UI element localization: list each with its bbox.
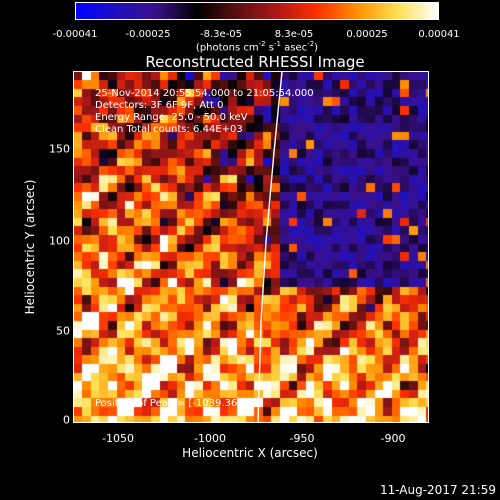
x-tick-label: -1000 (194, 432, 226, 445)
colorbar-tick: 0.00025 (346, 29, 388, 40)
colorbar-tick: 0.00041 (418, 29, 460, 40)
y-axis-label: Heliocentric Y (arcsec) (23, 179, 37, 315)
y-tick-label: 0 (63, 413, 70, 427)
x-tick-label: -900 (380, 432, 406, 445)
limb-line (257, 72, 283, 422)
y-tick-label: 150 (49, 142, 70, 156)
info-time-range: 25-Nov-2014 20:55:54.000 to 21:05:54.000 (95, 88, 314, 99)
image-title: Reconstructed RHESSI Image (145, 53, 365, 71)
colorbar-tick: 8.3e-05 (274, 29, 314, 40)
x-tick-label: -950 (289, 432, 315, 445)
info-clean-counts: Clean Total counts: 6.44E+03 (95, 124, 243, 135)
colorbar-unit: (photons cm-2 s-1 asec-2) (195, 40, 319, 54)
heatmap-plot (73, 71, 429, 423)
colorbar-tick: -8.3e-05 (200, 29, 242, 40)
colorbar-tick: -0.00025 (125, 29, 171, 40)
x-tick-label: -1050 (102, 432, 134, 445)
colorbar (75, 2, 439, 20)
colorbar-tick: -0.00041 (52, 29, 98, 40)
info-detectors: Detectors: 3F 6F 9F, Att 0 (95, 100, 224, 111)
y-tick-label: 100 (49, 234, 70, 248)
info-energy-range: Energy Range: 25.0 - 50.0 keV (95, 112, 248, 123)
x-axis-label: Heliocentric X (arcsec) (182, 446, 318, 460)
peak-position-label: Position of Peak = [-1039.36, (95, 398, 241, 409)
heatmap-image (74, 72, 428, 422)
y-tick-label: 50 (56, 324, 70, 338)
render-timestamp: 11-Aug-2017 21:59 (379, 483, 496, 497)
